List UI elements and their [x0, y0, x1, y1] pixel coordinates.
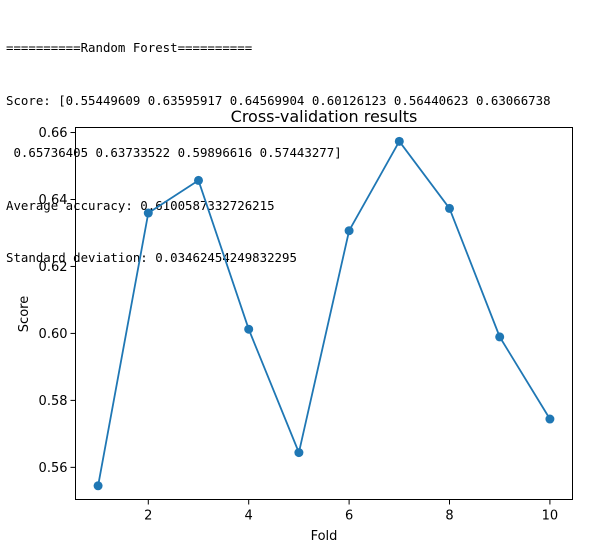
axis-ticks: 2 4 6 8 10 0.56 0.58 0.60 0.62 0.64 0.66	[39, 126, 559, 523]
data-point	[294, 448, 304, 458]
y-tick-label: 0.66	[39, 126, 68, 141]
y-tick-label: 0.58	[39, 394, 68, 409]
console-line-std: Standard deviation: 0.03462454249832295	[6, 250, 297, 265]
y-tick-label: 0.62	[39, 260, 68, 275]
data-point	[193, 175, 203, 185]
x-tick-label: 4	[245, 509, 253, 524]
x-axis-label: Fold	[311, 529, 338, 544]
data-point	[495, 332, 505, 342]
console-line-scores: Score: [0.55449609 0.63595917 0.64569904…	[6, 92, 551, 108]
x-tick-label: 2	[144, 509, 152, 524]
y-tick-label: 0.64	[39, 193, 68, 208]
data-point	[93, 481, 103, 491]
chart-title: Cross-validation results	[231, 107, 418, 126]
series-line	[93, 136, 555, 491]
x-tick-label: 10	[542, 509, 559, 524]
data-point	[394, 136, 404, 146]
x-tick-label: 8	[445, 509, 453, 524]
x-tick-label: 6	[345, 509, 353, 524]
data-point	[244, 324, 254, 334]
console-line-header: ==========Random Forest==========	[6, 40, 253, 55]
y-tick-label: 0.56	[39, 461, 68, 476]
y-tick-label: 0.60	[39, 327, 68, 342]
console-output: ==========Random Forest========== Score:…	[6, 4, 551, 284]
series-line-path	[97, 140, 551, 486]
data-point	[545, 414, 555, 424]
console-line-scores-continued: 0.65736405 0.63733522 0.59896616 0.57443…	[6, 145, 342, 160]
data-point	[344, 226, 354, 236]
data-point	[445, 203, 455, 213]
plot-frame	[75, 127, 573, 500]
y-axis-label: Score	[17, 296, 32, 332]
data-point	[143, 208, 153, 218]
